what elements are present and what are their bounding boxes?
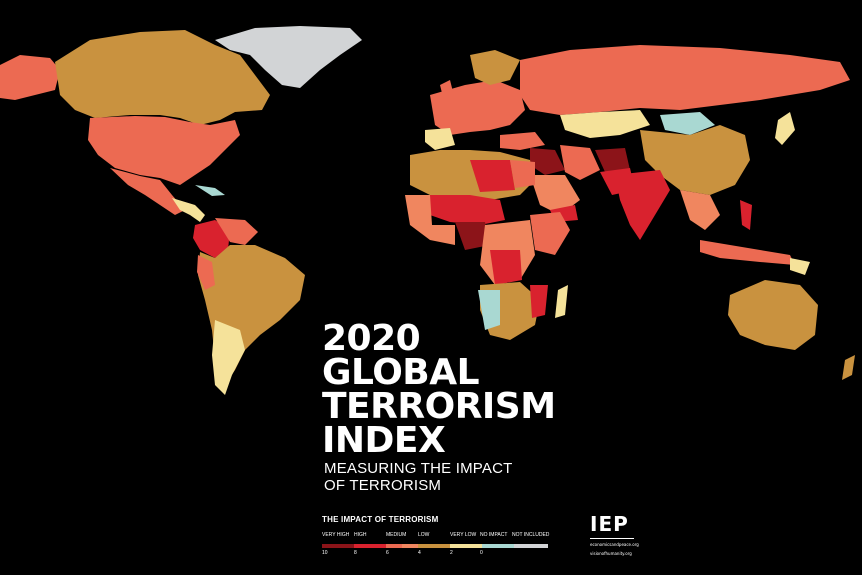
swatch-medium xyxy=(402,544,418,548)
region-usa xyxy=(88,116,240,185)
title-line-3: TERRORISM xyxy=(322,386,556,427)
legend-tick: 10 xyxy=(322,550,328,556)
legend-tick: 8 xyxy=(354,550,357,556)
legend: THE IMPACT OF TERRORISM VERY HIGH HIGH M… xyxy=(322,515,552,558)
region-uk xyxy=(440,80,455,105)
region-se-asia xyxy=(680,190,720,230)
legend-color-bar xyxy=(322,544,548,548)
region-venezuela xyxy=(215,218,258,245)
legend-label-very-low: VERY LOW xyxy=(450,532,477,538)
region-drc xyxy=(490,250,522,285)
region-japan xyxy=(775,112,795,145)
region-kazakhstan xyxy=(560,110,650,138)
region-iran xyxy=(560,145,600,180)
region-afghanistan xyxy=(595,148,630,172)
region-png xyxy=(790,258,810,275)
legend-label-no-impact: NO IMPACT xyxy=(480,532,508,538)
swatch-high xyxy=(354,544,386,548)
iep-logo: IEP xyxy=(590,512,634,539)
region-peru xyxy=(197,255,215,290)
region-central-america xyxy=(172,198,205,222)
region-mozambique xyxy=(530,285,548,318)
region-europe xyxy=(430,80,525,135)
legend-tick: 4 xyxy=(418,550,421,556)
org-branding: IEP economicsandpeace.org visionofhumani… xyxy=(590,512,639,557)
region-libya xyxy=(470,160,515,192)
swatch-low xyxy=(418,544,450,548)
region-greenland xyxy=(215,26,362,88)
title-line-year: 2020 xyxy=(322,318,421,359)
legend-title: THE IMPACT OF TERRORISM xyxy=(322,515,439,524)
subtitle-line-2: OF TERRORISM xyxy=(324,477,442,494)
legend-label-not-included: NOT INCLUDED xyxy=(512,532,550,538)
region-indonesia xyxy=(700,240,795,265)
legend-label-medium: MEDIUM xyxy=(386,532,407,538)
region-caribbean xyxy=(195,185,225,196)
org-url-1[interactable]: economicsandpeace.org xyxy=(590,542,639,547)
region-colombia xyxy=(193,220,230,258)
region-russia xyxy=(520,45,850,115)
swatch-very-low xyxy=(450,544,482,548)
region-india xyxy=(615,170,670,240)
region-philippines xyxy=(740,200,752,230)
swatch-very-high xyxy=(322,544,354,548)
subtitle-line-1: MEASURING THE IMPACT xyxy=(324,460,513,477)
legend-label-high: HIGH xyxy=(354,532,367,538)
legend-label-low: LOW xyxy=(418,532,430,538)
title-line-4: INDEX xyxy=(322,420,446,461)
region-west-africa xyxy=(405,195,455,245)
region-canada xyxy=(55,30,270,125)
swatch-not-included xyxy=(514,544,548,548)
region-nigeria xyxy=(455,222,490,250)
region-mongolia xyxy=(660,112,715,135)
region-madagascar xyxy=(555,285,568,318)
region-china xyxy=(640,125,750,195)
region-sahel xyxy=(430,195,505,225)
swatch-medium-high xyxy=(386,544,402,548)
swatch-no-impact xyxy=(482,544,514,548)
region-turkey xyxy=(500,132,545,150)
region-saudi xyxy=(530,175,580,215)
legend-tick: 0 xyxy=(480,550,483,556)
legend-scale-ticks: 10 8 6 4 2 0 xyxy=(322,550,552,558)
legend-label-very-high: VERY HIGH xyxy=(322,532,350,538)
title-line-2: GLOBAL xyxy=(322,352,480,393)
region-australia xyxy=(728,280,818,350)
region-iberia xyxy=(425,128,455,150)
report-subtitle: MEASURING THE IMPACT OF TERRORISM xyxy=(324,460,512,494)
org-url-2[interactable]: visionofhumanity.org xyxy=(590,551,632,556)
region-alaska xyxy=(0,55,60,100)
region-nz xyxy=(842,355,855,380)
region-iraq-syria xyxy=(530,148,565,175)
legend-tick: 6 xyxy=(386,550,389,556)
region-mexico xyxy=(110,168,185,215)
region-egypt xyxy=(510,160,535,188)
report-title: 2020 GLOBAL TERRORISM INDEX xyxy=(322,318,556,461)
region-angola-namibia xyxy=(478,290,500,330)
legend-category-labels: VERY HIGH HIGH MEDIUM LOW VERY LOW NO IM… xyxy=(322,532,552,542)
region-scandinavia xyxy=(470,50,520,85)
region-ethiopia-somalia xyxy=(530,212,570,255)
legend-tick: 2 xyxy=(450,550,453,556)
region-chile-argentina xyxy=(212,320,245,395)
